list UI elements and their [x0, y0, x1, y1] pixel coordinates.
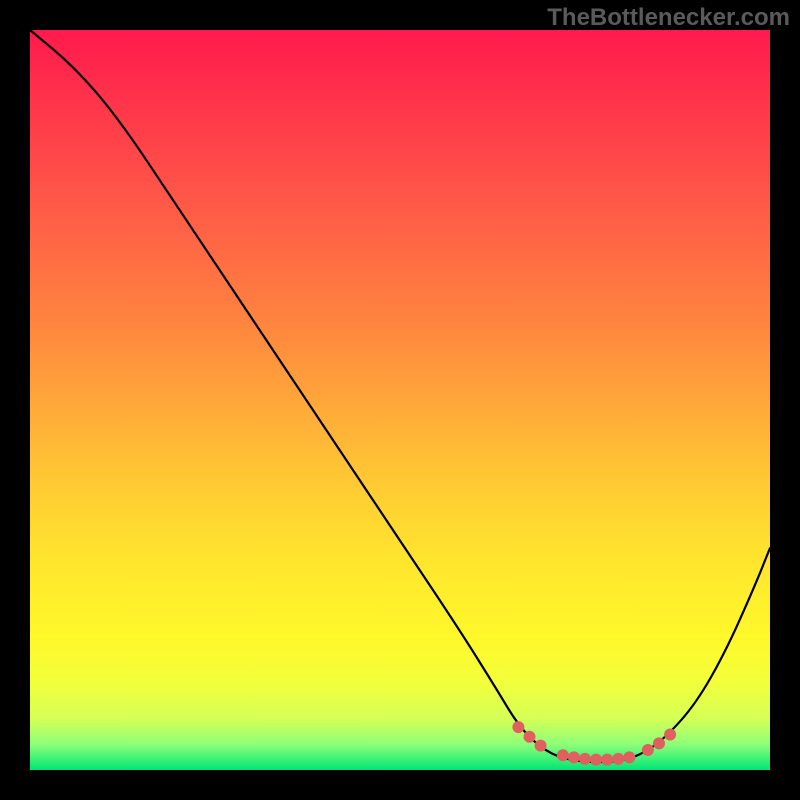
chart-container: TheBottlenecker.com [0, 0, 800, 800]
marker-dot [664, 728, 676, 740]
marker-dot [579, 753, 591, 765]
marker-dot [535, 740, 547, 752]
bottleneck-chart [0, 0, 800, 800]
marker-dot [590, 754, 602, 766]
marker-dot [557, 749, 569, 761]
marker-dot [512, 721, 524, 733]
watermark-label: TheBottlenecker.com [547, 4, 790, 32]
marker-dot [612, 753, 624, 765]
marker-dot [623, 751, 635, 763]
marker-dot [524, 731, 536, 743]
marker-dot [642, 744, 654, 756]
marker-dot [601, 754, 613, 766]
marker-dot [653, 737, 665, 749]
marker-dot [568, 751, 580, 763]
chart-background [30, 30, 770, 770]
